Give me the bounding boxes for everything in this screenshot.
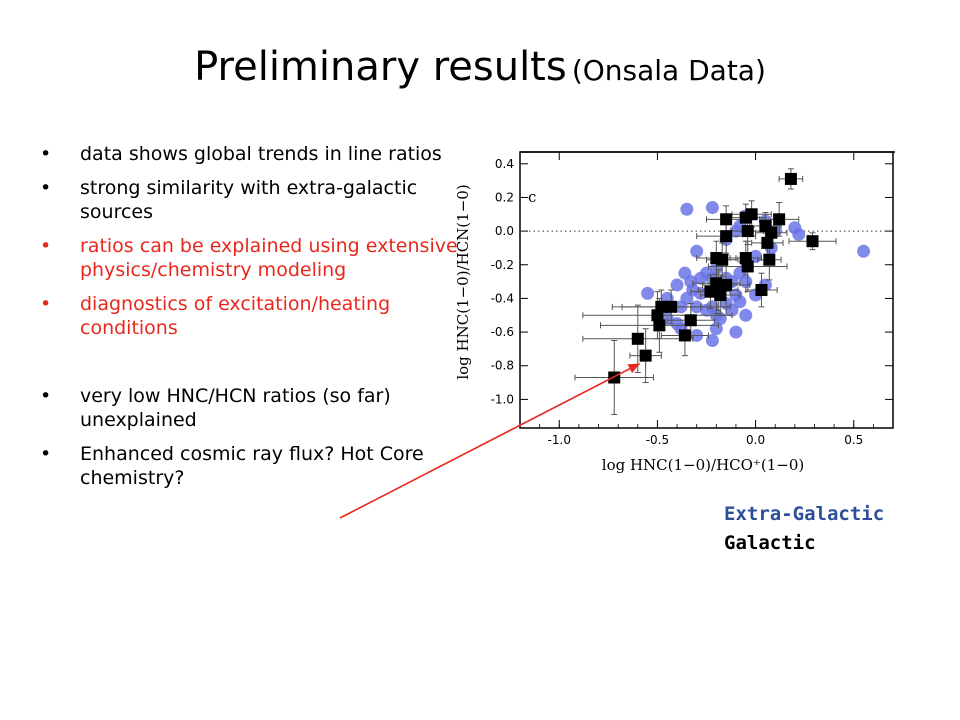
bullet-text: Enhanced cosmic ray flux? Hot Core chemi… <box>80 443 424 489</box>
extragalactic-point <box>690 244 704 258</box>
extragalactic-point <box>705 201 719 215</box>
galactic-point <box>741 260 754 273</box>
extragalactic-point <box>705 333 719 347</box>
extragalactic-point <box>739 275 753 289</box>
galactic-point <box>763 253 776 266</box>
galactic-point <box>745 208 758 221</box>
galactic-point <box>761 236 774 249</box>
bullet-dot-icon: • <box>40 385 52 407</box>
bullet-text: diagnostics of excitation/heating condit… <box>80 293 391 339</box>
extragalactic-point <box>680 291 694 305</box>
y-tick-label: -0.6 <box>491 325 514 339</box>
extragalactic-point <box>792 227 806 241</box>
extragalactic-point <box>641 286 655 300</box>
extragalactic-point <box>680 202 694 216</box>
annotation-arrow <box>339 362 641 519</box>
y-tick-label: -0.4 <box>491 291 514 305</box>
galactic-point <box>806 235 819 248</box>
extragalactic-point <box>857 244 871 258</box>
galactic-point <box>716 253 729 266</box>
bullet-dot-icon: • <box>40 443 52 465</box>
bullet-dot-icon: • <box>40 235 52 257</box>
annotation-arrow-head <box>627 363 640 374</box>
bullet-dot-icon: • <box>40 177 52 199</box>
bullet-dot-icon: • <box>40 293 52 315</box>
galactic-point <box>704 285 717 298</box>
galactic-point <box>755 284 768 296</box>
y-tick-label: -0.8 <box>491 359 514 373</box>
galactic-point <box>678 329 691 342</box>
galactic-point <box>773 213 786 226</box>
bullet-item: • ratios can be explained using extensive… <box>40 234 460 282</box>
bullet-text: strong similarity with extra-galactic so… <box>80 177 418 223</box>
extragalactic-point <box>739 308 753 322</box>
bullet-item: • strong similarity with extra-galactic s… <box>40 176 460 224</box>
x-tick-label: -0.5 <box>646 433 669 447</box>
bullet-item: • data shows global trends in line ratios <box>40 142 460 166</box>
y-tick-label: -1.0 <box>491 392 514 406</box>
y-tick-label: -0.2 <box>491 258 514 272</box>
galactic-point <box>720 213 733 226</box>
extragalactic-point <box>729 325 743 339</box>
y-tick-label: 0.4 <box>495 157 514 171</box>
y-axis-label: log HNC(1−0)/HCN(1−0) <box>454 184 472 379</box>
galactic-point <box>741 225 754 238</box>
galactic-point <box>631 332 644 345</box>
bullet-text: very low HNC/HCN ratios (so far) unexpla… <box>80 385 391 431</box>
slide-title: Preliminary results (Onsala Data) <box>0 44 960 90</box>
galactic-point <box>684 314 697 327</box>
galactic-point <box>639 349 652 362</box>
x-tick-label: -1.0 <box>548 433 571 447</box>
y-tick-label: 0.0 <box>495 224 514 238</box>
title-main: Preliminary results <box>194 44 567 90</box>
galactic-point <box>665 300 678 313</box>
galactic-point <box>653 319 666 332</box>
extragalactic-point <box>733 295 747 309</box>
bullet-item: • diagnostics of excitation/heating condi… <box>40 292 460 340</box>
bullet-item: • Enhanced cosmic ray flux? Hot Core chem… <box>40 442 460 490</box>
y-tick-label: 0.2 <box>495 190 514 204</box>
x-tick-label: 0.5 <box>844 433 863 447</box>
galactic-point <box>714 289 727 302</box>
legend-extragalactic: Extra-Galactic <box>724 503 885 525</box>
x-tick-label: 0.0 <box>746 433 765 447</box>
galactic-point <box>720 230 733 243</box>
extragalactic-point <box>709 322 723 336</box>
galactic-point <box>784 172 797 185</box>
bullet-text: data shows global trends in line ratios <box>80 143 442 165</box>
galactic-point <box>765 226 778 239</box>
legend: Extra-Galactic Galactic <box>724 500 884 558</box>
bullet-list: • data shows global trends in line ratios… <box>40 142 460 500</box>
legend-galactic: Galactic <box>724 532 816 554</box>
galactic-point <box>651 309 664 322</box>
title-sub: (Onsala Data) <box>571 54 766 87</box>
x-axis-label: log HNC(1−0)/HCO⁺(1−0) <box>602 456 804 474</box>
panel-label: c <box>528 188 536 206</box>
bullet-text: ratios can be explained using extensive … <box>80 235 458 281</box>
extragalactic-point <box>670 278 684 292</box>
bullet-dot-icon: • <box>40 143 52 165</box>
bullet-item: • very low HNC/HCN ratios (so far) unexpl… <box>40 384 460 432</box>
